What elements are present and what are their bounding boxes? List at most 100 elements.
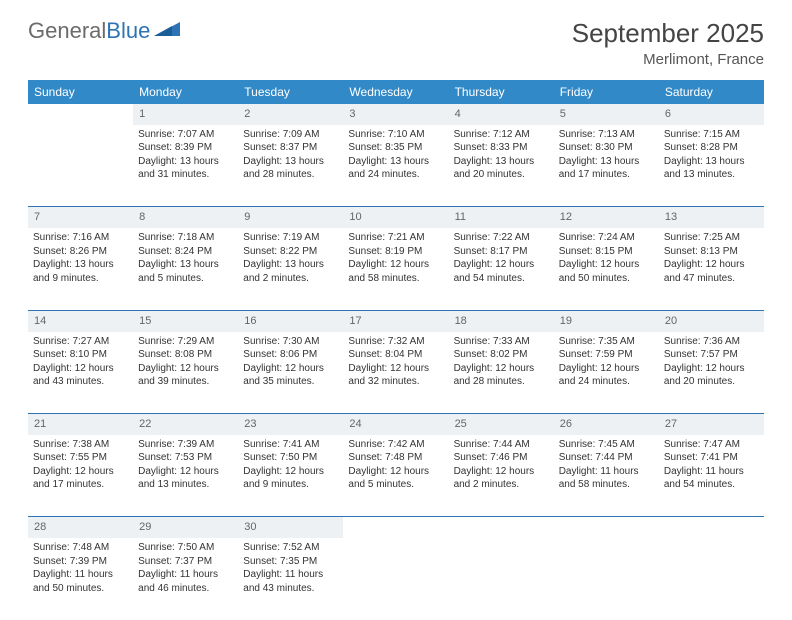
day-number: 29 [133, 517, 238, 538]
month-title: September 2025 [572, 18, 764, 49]
cell-line: Sunset: 8:10 PM [33, 348, 128, 362]
cell-line: Sunset: 7:50 PM [243, 451, 338, 465]
cell-line: Daylight: 11 hours [33, 568, 128, 582]
cell-line: Sunrise: 7:41 AM [243, 438, 338, 452]
cell-line: Sunrise: 7:47 AM [664, 438, 759, 452]
weekday-header: Friday [554, 80, 659, 104]
day-cell: Sunrise: 7:45 AMSunset: 7:44 PMDaylight:… [554, 435, 659, 517]
cell-line: Sunset: 8:02 PM [454, 348, 549, 362]
cell-line: Sunrise: 7:36 AM [664, 335, 759, 349]
title-block: September 2025 Merlimont, France [572, 18, 764, 68]
day-number: 26 [554, 414, 659, 435]
cell-line: Sunset: 8:33 PM [454, 141, 549, 155]
cell-line: and 47 minutes. [664, 272, 759, 286]
day-cell: Sunrise: 7:13 AMSunset: 8:30 PMDaylight:… [554, 125, 659, 207]
day-cell: Sunrise: 7:41 AMSunset: 7:50 PMDaylight:… [238, 435, 343, 517]
day-number: 22 [133, 414, 238, 435]
day-cell: Sunrise: 7:29 AMSunset: 8:08 PMDaylight:… [133, 332, 238, 414]
cell-line: Sunrise: 7:21 AM [348, 231, 443, 245]
cell-line: Sunrise: 7:09 AM [243, 128, 338, 142]
day-number: 16 [238, 310, 343, 331]
day-number [659, 517, 764, 538]
week-row: Sunrise: 7:16 AMSunset: 8:26 PM Daylight:… [28, 228, 764, 310]
day-number [28, 104, 133, 125]
daynum-row: 21222324252627 [28, 414, 764, 435]
weekday-header: Thursday [449, 80, 554, 104]
logo-triangle-icon [154, 18, 180, 44]
cell-line: Sunrise: 7:52 AM [243, 541, 338, 555]
day-number [343, 517, 448, 538]
day-number: 25 [449, 414, 554, 435]
day-number: 13 [659, 207, 764, 228]
cell-line: and 32 minutes. [348, 375, 443, 389]
day-cell: Sunrise: 7:25 AMSunset: 8:13 PMDaylight:… [659, 228, 764, 310]
cell-line: Sunset: 8:26 PM [33, 245, 128, 259]
brand-part2: Blue [106, 18, 150, 44]
day-cell: Sunrise: 7:24 AMSunset: 8:15 PMDaylight:… [554, 228, 659, 310]
day-cell: Sunrise: 7:09 AMSunset: 8:37 PMDaylight:… [238, 125, 343, 207]
day-number: 14 [28, 310, 133, 331]
day-cell: Sunrise: 7:15 AMSunset: 8:28 PMDaylight:… [659, 125, 764, 207]
cell-line: Sunrise: 7:32 AM [348, 335, 443, 349]
cell-line: Daylight: 11 hours [664, 465, 759, 479]
cell-line: Sunset: 8:35 PM [348, 141, 443, 155]
cell-line: Daylight: 12 hours [138, 362, 233, 376]
cell-line: Daylight: 13 hours [243, 155, 338, 169]
day-cell: Sunrise: 7:27 AMSunset: 8:10 PMDaylight:… [28, 332, 133, 414]
weekday-header: Tuesday [238, 80, 343, 104]
day-number: 7 [28, 207, 133, 228]
cell-line: Daylight: 13 hours [559, 155, 654, 169]
daynum-row: 282930 [28, 517, 764, 538]
cell-line: Sunrise: 7:15 AM [664, 128, 759, 142]
weekday-header-row: Sunday Monday Tuesday Wednesday Thursday… [28, 80, 764, 104]
day-number: 21 [28, 414, 133, 435]
cell-line: and 46 minutes. [138, 582, 233, 596]
cell-line: and 54 minutes. [664, 478, 759, 492]
day-number: 23 [238, 414, 343, 435]
cell-line: Sunset: 8:24 PM [138, 245, 233, 259]
cell-line: Daylight: 11 hours [138, 568, 233, 582]
daynum-row: 78910111213 [28, 207, 764, 228]
cell-line: Daylight: 12 hours [348, 258, 443, 272]
cell-line: and 17 minutes. [559, 168, 654, 182]
day-number: 1 [133, 104, 238, 125]
cell-line: and 20 minutes. [454, 168, 549, 182]
cell-line: Sunset: 8:22 PM [243, 245, 338, 259]
day-number [449, 517, 554, 538]
cell-line: Sunrise: 7:29 AM [138, 335, 233, 349]
cell-line: Sunset: 7:41 PM [664, 451, 759, 465]
cell-line: Daylight: 12 hours [33, 362, 128, 376]
cell-line: Daylight: 12 hours [454, 258, 549, 272]
cell-line: Sunrise: 7:27 AM [33, 335, 128, 349]
cell-line: Sunrise: 7:38 AM [33, 438, 128, 452]
day-number: 28 [28, 517, 133, 538]
cell-line: Sunrise: 7:45 AM [559, 438, 654, 452]
cell-line: Sunset: 8:28 PM [664, 141, 759, 155]
cell-line: Sunset: 7:48 PM [348, 451, 443, 465]
week-row: Sunrise: 7:07 AMSunset: 8:39 PMDaylight:… [28, 125, 764, 207]
daynum-row: 14151617181920 [28, 310, 764, 331]
cell-line: Sunset: 7:55 PM [33, 451, 128, 465]
cell-line: Sunset: 7:37 PM [138, 555, 233, 569]
cell-line: and 58 minutes. [348, 272, 443, 286]
cell-line: Sunrise: 7:12 AM [454, 128, 549, 142]
cell-line: Daylight: 13 hours [348, 155, 443, 169]
cell-line: Sunrise: 7:16 AM [33, 231, 128, 245]
week-row: Sunrise: 7:38 AMSunset: 7:55 PM Daylight:… [28, 435, 764, 517]
daynum-row: 123456 [28, 104, 764, 125]
day-cell: Sunrise: 7:30 AMSunset: 8:06 PMDaylight:… [238, 332, 343, 414]
day-cell: Sunrise: 7:35 AMSunset: 7:59 PMDaylight:… [554, 332, 659, 414]
day-cell: Sunrise: 7:33 AMSunset: 8:02 PMDaylight:… [449, 332, 554, 414]
weekday-header: Sunday [28, 80, 133, 104]
day-cell: Sunrise: 7:10 AMSunset: 8:35 PMDaylight:… [343, 125, 448, 207]
day-cell: Sunrise: 7:18 AMSunset: 8:24 PMDaylight:… [133, 228, 238, 310]
cell-line: Sunrise: 7:48 AM [33, 541, 128, 555]
cell-line: and 43 minutes. [243, 582, 338, 596]
cell-line: Daylight: 13 hours [138, 258, 233, 272]
cell-line: Sunrise: 7:44 AM [454, 438, 549, 452]
day-cell: Sunrise: 7:07 AMSunset: 8:39 PMDaylight:… [133, 125, 238, 207]
day-cell: Sunrise: 7:50 AMSunset: 7:37 PMDaylight:… [133, 538, 238, 620]
cell-line: Daylight: 12 hours [559, 362, 654, 376]
cell-line: and 24 minutes. [348, 168, 443, 182]
day-number: 30 [238, 517, 343, 538]
